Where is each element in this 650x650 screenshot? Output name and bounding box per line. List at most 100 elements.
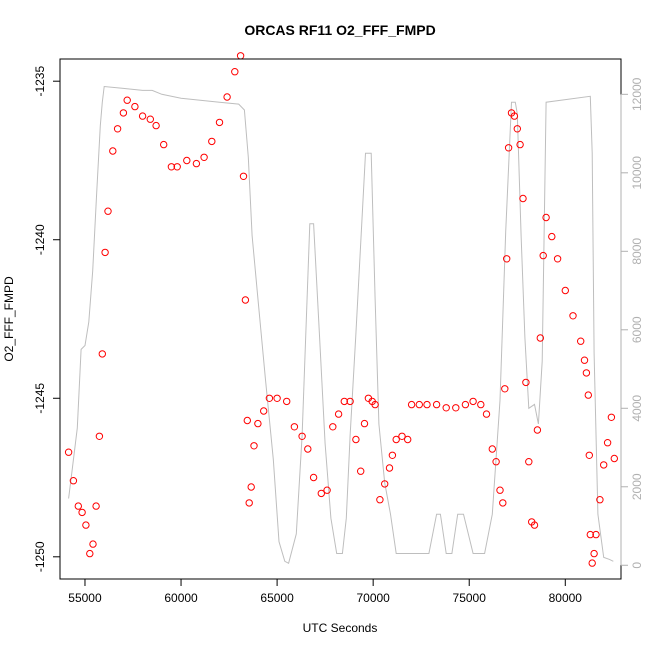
data-point [533,426,542,434]
data-point [525,458,533,466]
data-point [334,410,343,418]
y-tick-label: -1245 [33,383,47,414]
altitude-line [68,85,614,565]
data-point [492,458,500,466]
data-point [317,489,325,498]
data-point [548,232,556,241]
data-point [260,407,268,415]
data-point [496,486,504,494]
data-point [452,404,460,412]
data-point [104,207,112,215]
y2-tick-label: 2000 [630,473,644,500]
data-point [223,93,231,101]
y2-tick-label: 8000 [630,238,644,265]
data-point [510,112,519,120]
data-point [86,549,94,558]
data-point [423,400,431,409]
data-point [254,419,262,428]
data-point [200,153,208,162]
data-point [360,419,369,428]
data-point [304,445,312,453]
data-point [585,451,593,459]
data-point [381,480,389,488]
data-point [208,137,216,146]
x-tick-label: 60000 [164,591,198,605]
data-point [95,432,104,440]
data-point [539,251,547,260]
data-point [588,559,596,567]
data-point [352,435,360,444]
y2-axis: 0 2000 4000 6000 8000 10000 12000 [620,77,644,569]
data-point [119,109,128,117]
data-point [586,530,594,539]
data-point [542,213,550,222]
data-point [398,432,406,440]
altitude-line-layer [68,85,614,565]
data-point [290,423,299,431]
data-point [146,115,155,123]
data-point [603,439,612,447]
x-tick-label: 55000 [68,591,102,605]
y2-tick-label: 4000 [630,395,644,422]
data-point [522,378,530,387]
y2-tick-label: 6000 [630,316,644,343]
y-tick-label: -1235 [33,66,47,97]
data-point [561,286,569,295]
x-tick-label: 65000 [260,591,294,605]
data-point [69,477,78,485]
data-point [113,125,122,133]
data-point [415,400,423,409]
data-point [596,496,604,504]
data-point [215,118,224,127]
data-point [167,163,176,171]
data-point [273,394,281,402]
data-point [89,540,97,548]
data-point [82,521,90,529]
data-point [584,391,592,399]
data-point [78,508,86,517]
data-point [610,454,618,463]
x-tick-label: 80000 [549,591,583,605]
data-point [503,255,511,263]
data-point [536,334,544,342]
data-point [64,448,73,456]
y-tick-label: -1240 [33,224,47,255]
data-point [516,140,524,149]
data-point [590,549,598,558]
data-point [499,499,507,507]
data-point [74,502,83,510]
data-point [173,163,181,171]
data-point [577,337,585,345]
data-point [376,496,384,504]
data-point [432,400,441,409]
chart-title: ORCAS RF11 O2_FFF_FMPD [244,22,435,38]
data-point [371,400,379,409]
data-point [245,499,253,507]
y2-tick-label: 0 [630,562,644,569]
data-point [607,413,616,421]
data-point [241,296,250,304]
data-point [92,502,100,510]
data-point [98,350,107,358]
x-tick-label: 70000 [356,591,390,605]
data-point [239,172,248,181]
data-point [407,400,416,409]
x-tick-label: 75000 [453,591,487,605]
data-point [192,159,201,168]
x-axis-label: UTC Seconds [303,621,378,635]
data-point [582,369,591,377]
data-point [160,140,168,149]
y-axis-label: O2_FFF_FMPD [2,276,16,362]
data-point [109,147,117,155]
data-point [504,144,513,152]
data-point [482,410,491,418]
data-point [152,121,160,130]
data-point [183,156,191,165]
data-point [340,397,348,406]
data-point [298,432,306,440]
data-point [513,125,521,133]
data-point [123,96,131,104]
y-tick-label: -1250 [33,541,47,572]
